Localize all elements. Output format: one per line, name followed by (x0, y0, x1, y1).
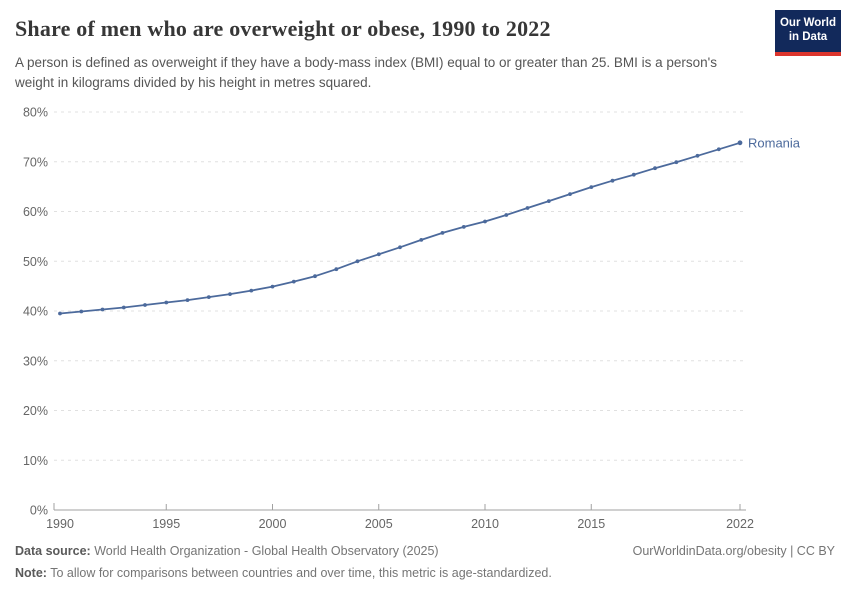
data-point[interactable] (270, 284, 275, 289)
chart-footer: Data source: World Health Organization -… (15, 543, 835, 581)
data-point[interactable] (334, 267, 339, 272)
x-tick-label: 1990 (46, 517, 74, 531)
data-point[interactable] (121, 305, 126, 310)
data-point[interactable] (504, 213, 509, 217)
y-tick-label: 60% (23, 205, 48, 219)
data-point[interactable] (589, 185, 594, 189)
data-point[interactable] (483, 219, 487, 224)
data-point[interactable] (568, 192, 572, 196)
data-point[interactable] (631, 172, 636, 177)
data-point[interactable] (164, 300, 169, 305)
note-value: To allow for comparisons between countri… (50, 566, 552, 580)
y-tick-label: 0% (30, 504, 48, 518)
y-tick-label: 80% (23, 106, 48, 120)
y-tick-label: 40% (23, 305, 48, 319)
data-point[interactable] (653, 166, 657, 171)
data-point[interactable] (100, 307, 105, 312)
page-title: Share of men who are overweight or obese… (15, 16, 551, 41)
data-point[interactable] (419, 238, 424, 242)
data-point[interactable] (185, 298, 190, 302)
owid-logo[interactable]: Our World in Data (775, 10, 841, 56)
data-point[interactable] (206, 295, 211, 299)
owid-logo-line2: in Data (788, 31, 828, 43)
data-point[interactable] (525, 206, 530, 210)
data-point[interactable] (58, 311, 62, 316)
y-tick-label: 10% (23, 454, 48, 468)
data-point[interactable] (249, 288, 254, 293)
y-tick-label: 20% (23, 404, 48, 418)
data-source-value: World Health Organization - Global Healt… (94, 544, 439, 558)
owid-logo-line1: Our World (779, 17, 836, 29)
x-tick-label: 2005 (365, 517, 393, 531)
data-source-line: Data source: World Health Organization -… (15, 543, 439, 559)
data-point[interactable] (737, 140, 743, 146)
data-point[interactable] (376, 252, 381, 257)
data-point[interactable] (695, 153, 700, 158)
x-tick-label: 2015 (577, 517, 605, 531)
note-label: Note: (15, 566, 47, 580)
x-tick-label: 1995 (152, 517, 180, 531)
chart-subtitle: A person is defined as overweight if the… (15, 55, 717, 90)
data-point[interactable] (143, 303, 147, 307)
x-tick-label: 2010 (471, 517, 499, 531)
y-tick-label: 70% (23, 155, 48, 169)
x-tick-label: 2022 (726, 517, 754, 531)
data-point[interactable] (398, 245, 402, 250)
credit-link[interactable]: OurWorldinData.org/obesity | CC BY (632, 544, 835, 558)
data-point[interactable] (79, 309, 84, 314)
y-tick-label: 50% (23, 255, 48, 269)
note-line: Note: To allow for comparisons between c… (15, 565, 835, 581)
data-point[interactable] (440, 231, 445, 235)
data-point[interactable] (355, 259, 360, 264)
data-point[interactable] (546, 199, 551, 203)
chart-canvas: 0% 10% 20% 30% 40% 50% 60% 70% 80% 1990 1995 2000 20… (23, 106, 801, 532)
data-source-label: Data source: (15, 544, 91, 558)
data-point[interactable] (716, 147, 721, 152)
y-tick-label: 30% (23, 354, 48, 368)
data-point[interactable] (313, 274, 317, 279)
data-point[interactable] (228, 292, 232, 296)
data-point[interactable] (291, 279, 296, 284)
x-tick-label: 2000 (259, 517, 287, 531)
data-point[interactable] (461, 225, 466, 229)
series-line-romania[interactable] (59, 141, 741, 315)
data-point[interactable] (610, 178, 615, 183)
data-point[interactable] (674, 160, 679, 165)
series-end-label[interactable]: Romania (748, 135, 801, 150)
